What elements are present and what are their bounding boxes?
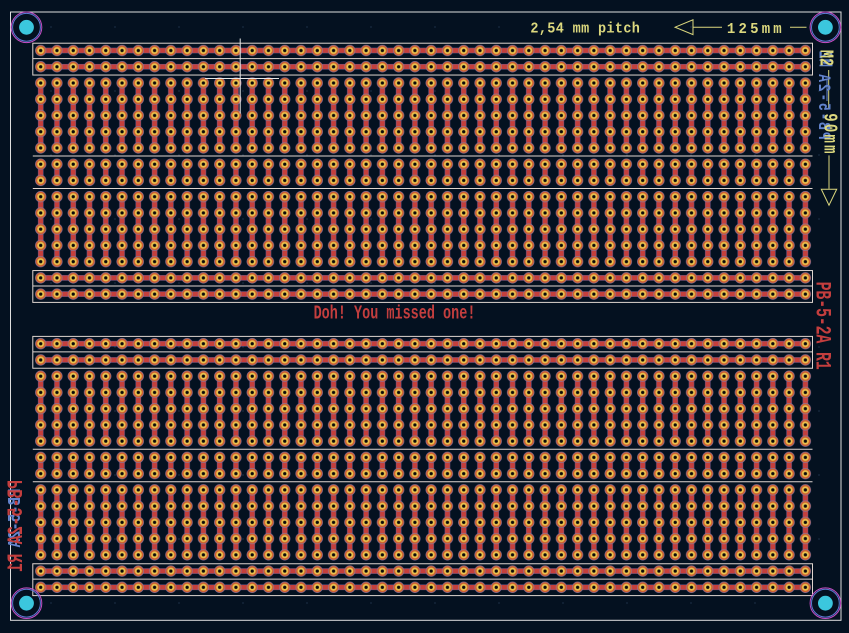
svg-text:PB-5-2A: PB-5-2A <box>813 72 833 139</box>
svg-text:PB-5-2A R1: PB-5-2A R1 <box>809 282 835 370</box>
svg-text:M2: M2 <box>812 51 834 67</box>
svg-text:2,54 mm pitch: 2,54 mm pitch <box>530 21 640 38</box>
svg-text:90mm: 90mm <box>818 113 840 155</box>
svg-text:Doh! You missed one!: Doh! You missed one! <box>314 303 476 325</box>
svg-text:M2: M2 <box>813 50 835 66</box>
svg-text:125mm: 125mm <box>727 22 785 38</box>
svg-text:PB-5-2A: PB-5-2A <box>4 489 26 548</box>
svg-text:PB-5-2A R1: PB-5-2A R1 <box>3 480 29 572</box>
